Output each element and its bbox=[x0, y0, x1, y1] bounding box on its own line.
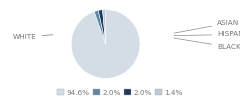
Legend: 94.6%, 2.0%, 2.0%, 1.4%: 94.6%, 2.0%, 2.0%, 1.4% bbox=[57, 89, 183, 96]
Wedge shape bbox=[102, 10, 106, 44]
Text: WHITE: WHITE bbox=[13, 34, 53, 40]
Text: HISPANIC: HISPANIC bbox=[174, 32, 240, 38]
Text: ASIAN: ASIAN bbox=[174, 20, 240, 33]
Wedge shape bbox=[71, 10, 140, 78]
Wedge shape bbox=[94, 10, 106, 44]
Text: BLACK: BLACK bbox=[174, 38, 240, 50]
Wedge shape bbox=[98, 10, 106, 44]
